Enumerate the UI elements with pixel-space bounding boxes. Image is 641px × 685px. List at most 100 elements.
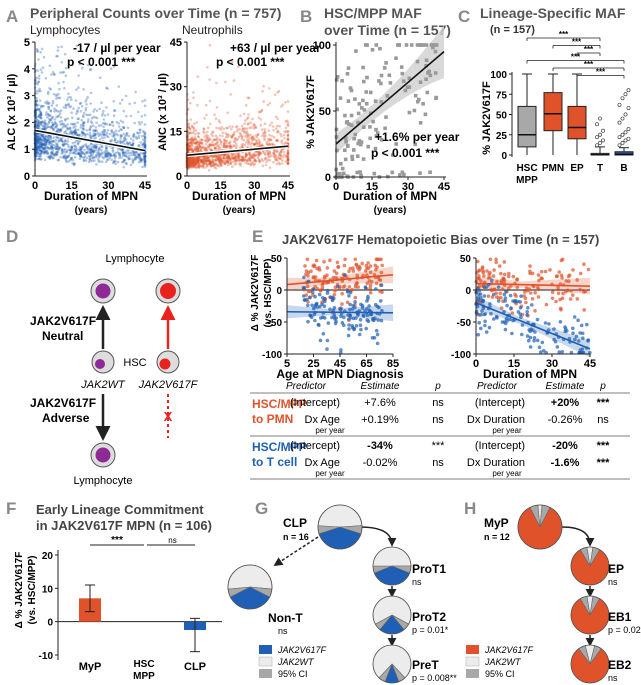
data-point: [208, 143, 212, 147]
data-point: [40, 105, 43, 109]
panel-g: G CLP n = 16 Non-T ns ProT1 ns ProT2 p =…: [227, 499, 457, 684]
x-tick-label: 15: [66, 180, 78, 192]
data-point: [268, 159, 272, 162]
data-point: [36, 136, 40, 140]
data-point: [232, 144, 235, 147]
data-point: [123, 158, 127, 162]
data-point: [476, 332, 481, 337]
data-point: [187, 131, 191, 135]
data-point: [564, 289, 568, 294]
data-point: [247, 135, 250, 138]
data-point: [244, 155, 248, 158]
data-point: [83, 155, 87, 158]
data-point: [345, 143, 350, 148]
data-point: [268, 143, 271, 146]
data-point: [251, 137, 254, 140]
data-point: [582, 308, 586, 312]
data-point: [36, 145, 39, 148]
data-point: [120, 141, 123, 144]
data-point: [216, 157, 219, 160]
data-point: [192, 91, 195, 94]
data-point: [262, 150, 265, 154]
data-point: [268, 138, 272, 141]
panel-b-letter: B: [300, 7, 312, 26]
data-point: [286, 161, 290, 165]
data-point: [268, 166, 272, 169]
data-point: [137, 134, 141, 138]
data-point: [78, 133, 82, 136]
data-point: [143, 144, 147, 148]
data-point: [207, 145, 211, 149]
data-point: [575, 278, 579, 282]
data-point: [250, 141, 254, 145]
data-point: [201, 143, 204, 146]
data-point: [90, 136, 93, 139]
data-point: [45, 149, 48, 153]
data-point: [273, 93, 277, 97]
data-point: [532, 336, 537, 340]
data-point: [190, 162, 194, 166]
data-point: [41, 148, 45, 151]
data-point: [192, 161, 195, 164]
data-point: [190, 147, 194, 150]
data-point: [254, 139, 258, 142]
data-point: [35, 135, 38, 138]
outlier: [617, 135, 622, 140]
data-point: [189, 159, 193, 163]
data-point: [581, 336, 585, 341]
data-point: [80, 118, 83, 122]
data-point: [48, 64, 52, 67]
data-point: [255, 141, 258, 144]
y-tick-label: 2: [24, 117, 30, 129]
g-legend: JAK2V617F JAK2WT 95% CI: [258, 645, 327, 679]
data-point: [42, 136, 45, 140]
data-point: [260, 157, 264, 161]
data-point: [325, 273, 329, 278]
table-header: Estimate: [361, 381, 400, 392]
data-point: [207, 158, 210, 161]
data-point: [363, 285, 368, 289]
data-point: [580, 347, 585, 351]
data-point: [121, 149, 125, 152]
data-point: [214, 155, 218, 159]
data-point: [286, 162, 290, 166]
data-point: [191, 158, 194, 161]
data-point: [206, 140, 210, 143]
data-point: [101, 112, 105, 115]
data-point: [138, 128, 141, 132]
data-point: [248, 151, 252, 155]
table-per-year: per year: [315, 426, 345, 435]
data-point: [359, 302, 363, 307]
data-point: [188, 101, 192, 105]
data-point: [219, 142, 223, 146]
data-point: [266, 152, 270, 156]
data-point: [214, 142, 218, 146]
data-point: [52, 123, 55, 127]
data-point: [202, 164, 205, 168]
data-point: [196, 142, 199, 146]
data-point: [375, 332, 380, 337]
data-point: [194, 129, 198, 132]
data-point: [217, 155, 220, 158]
data-point: [192, 138, 196, 142]
data-point: [186, 146, 190, 150]
data-point: [249, 158, 252, 161]
data-point: [244, 152, 248, 156]
data-point: [84, 108, 87, 112]
table-cell: Dx Duration: [467, 457, 525, 469]
data-point: [226, 126, 229, 130]
data-point: [42, 127, 46, 131]
data-point: [415, 59, 420, 64]
data-point: [511, 274, 516, 279]
data-point: [376, 318, 380, 322]
data-point: [73, 144, 77, 148]
data-point: [65, 155, 69, 158]
data-point: [89, 153, 93, 157]
data-point: [199, 138, 202, 141]
data-point: [62, 149, 66, 152]
data-point: [356, 111, 361, 116]
data-point: [199, 149, 202, 152]
data-point: [349, 123, 354, 128]
data-point: [192, 163, 196, 166]
data-point: [120, 156, 123, 159]
